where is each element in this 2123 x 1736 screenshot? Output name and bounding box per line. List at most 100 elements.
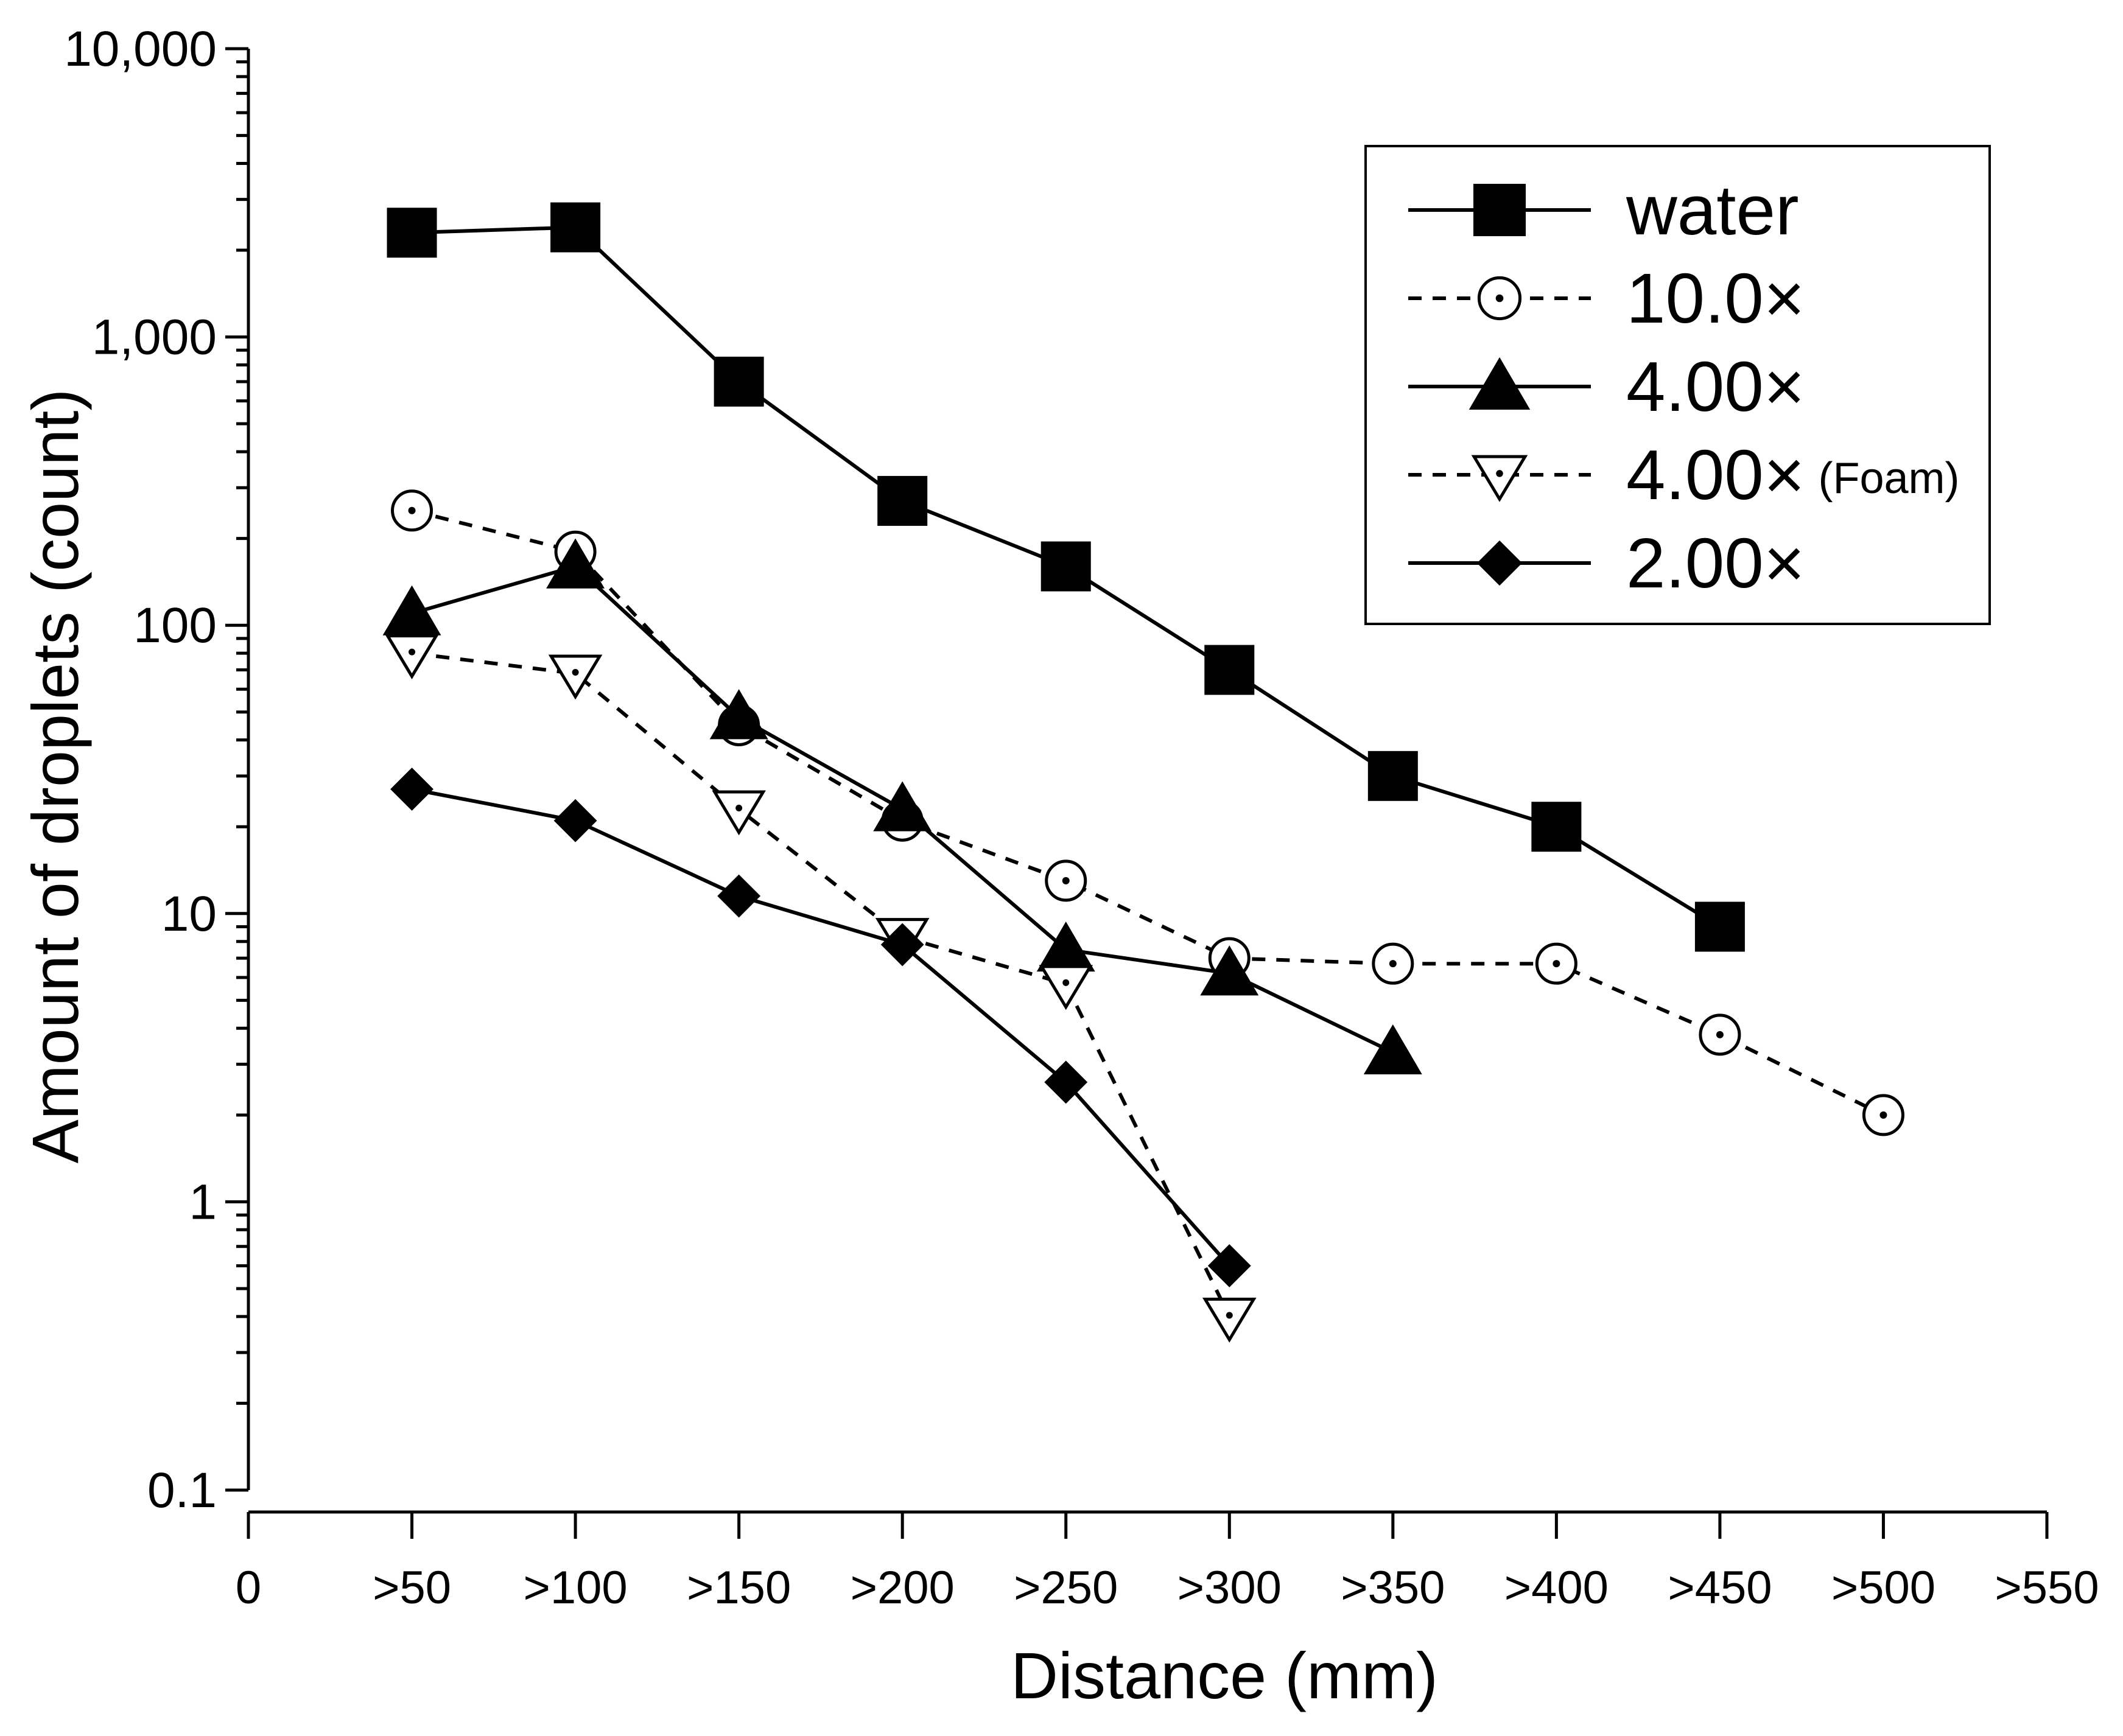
series-2-point	[1699, 1013, 1741, 1056]
legend-marker	[1477, 276, 1522, 321]
legend-note: (Foam)	[1819, 454, 1960, 503]
legend-entry: water	[1408, 170, 1799, 250]
y-tick-label: 1	[189, 1174, 217, 1230]
series-1	[387, 202, 1745, 952]
legend-label: 4.00×	[1626, 435, 1805, 514]
x-tick-label: >450	[1668, 1562, 1772, 1614]
y-tick-label: 10	[161, 886, 217, 942]
triangle-down-marker-dot	[572, 669, 579, 676]
y-tick-label: 1,000	[92, 310, 217, 365]
series-2-point	[1862, 1094, 1904, 1136]
triangle-down-marker-dot	[1226, 1312, 1233, 1319]
legend-marker	[1469, 357, 1531, 410]
series-3	[382, 538, 1422, 1075]
series-1-point	[387, 208, 437, 258]
square-marker	[1694, 901, 1745, 952]
series-layer	[382, 202, 1904, 1343]
series-2-point	[391, 489, 433, 532]
y-tick-label: 100	[133, 598, 217, 653]
triangle-marker	[873, 781, 932, 831]
legend-label: 2.00×	[1626, 523, 1805, 603]
square-marker	[877, 475, 928, 526]
x-tick-label: >400	[1504, 1562, 1609, 1614]
square-marker	[1204, 645, 1255, 695]
series-1-point	[1040, 541, 1091, 592]
triangle-marker	[382, 585, 441, 635]
x-tick-label: >50	[373, 1562, 451, 1614]
axes: 0.1 1 10 100 1,000 10,000 0 >50 >100 >150 >200 >250…	[64, 21, 2099, 1614]
square-marker	[714, 356, 764, 407]
series-2-line	[411, 508, 1884, 1117]
series-5	[390, 768, 1251, 1287]
x-axis-title: Distance (mm)	[1011, 1639, 1438, 1712]
series-5-line	[411, 787, 1231, 1267]
legend-marker	[1473, 184, 1526, 236]
circle-marker-dot	[408, 506, 416, 514]
legend-marker	[1476, 540, 1523, 586]
series-1-point	[1531, 802, 1582, 852]
x-tick-label: >300	[1177, 1562, 1282, 1614]
series-5-point	[553, 799, 597, 842]
series-3-point	[1200, 945, 1259, 996]
triangle-down-marker	[1471, 455, 1528, 502]
diamond-marker	[1207, 1244, 1251, 1287]
diamond-marker	[717, 874, 761, 918]
diamond-marker	[390, 768, 433, 811]
x-tick-label: >550	[1995, 1562, 2099, 1614]
legend-label: 4.00×	[1626, 347, 1805, 426]
series-3-point	[1036, 921, 1095, 972]
series-4-point	[712, 790, 766, 836]
circle-marker-dot	[1062, 877, 1070, 884]
x-tick-label: >200	[851, 1562, 955, 1614]
series-5-point	[717, 874, 761, 918]
square-marker	[1531, 802, 1582, 852]
series-4-line	[412, 651, 1231, 1318]
diamond-marker	[1476, 540, 1523, 586]
triangle-down-marker	[712, 790, 766, 836]
series-5-point	[1044, 1060, 1088, 1104]
series-4	[385, 634, 1257, 1343]
triangle-down-marker	[385, 634, 439, 679]
series-3-point	[873, 781, 932, 831]
x-tick-label: 0	[236, 1562, 261, 1614]
square-marker	[550, 202, 601, 253]
circle-marker-dot	[1716, 1031, 1724, 1038]
series-4-point	[1039, 965, 1093, 1010]
series-1-point	[1367, 751, 1418, 801]
triangle-down-marker-dot	[1496, 470, 1503, 477]
circle-marker-dot	[1879, 1111, 1887, 1119]
series-4-point	[1202, 1297, 1257, 1343]
triangle-down-marker	[1202, 1297, 1257, 1343]
legend-marker	[1471, 455, 1528, 502]
legend-entry: 10.0×	[1408, 259, 1805, 338]
triangle-marker	[1036, 921, 1095, 972]
series-2-point	[1372, 942, 1414, 985]
triangle-marker	[1200, 945, 1259, 996]
square-marker	[1367, 751, 1418, 801]
series-5-point	[390, 768, 433, 811]
y-tick-label: 10,000	[64, 21, 217, 77]
diamond-marker	[553, 799, 597, 842]
triangle-marker	[546, 538, 605, 589]
diamond-marker	[880, 923, 924, 967]
triangle-down-marker-dot	[409, 648, 416, 656]
series-4-point	[548, 654, 603, 700]
series-3-point	[1363, 1024, 1422, 1075]
circle-marker-dot	[1389, 960, 1397, 968]
series-2-point	[1045, 859, 1087, 902]
series-1-point	[877, 475, 928, 526]
triangle-marker	[709, 689, 768, 740]
series-1-point	[1204, 645, 1255, 695]
series-4-point	[385, 634, 439, 679]
circle-marker-dot	[1553, 960, 1560, 968]
triangle-down-marker	[1039, 965, 1093, 1010]
diamond-marker	[1044, 1060, 1088, 1104]
legend: water 10.0× 4.00× 4.00× (Foam) 2.00×	[1364, 145, 1991, 625]
legend-entry: 4.00×	[1408, 347, 1805, 426]
series-3-point	[382, 585, 441, 635]
circle-marker-dot	[1495, 294, 1504, 303]
triangle-down-marker	[548, 654, 603, 700]
x-tick-label: >350	[1341, 1562, 1445, 1614]
series-1-point	[550, 202, 601, 253]
square-marker	[1473, 184, 1526, 236]
